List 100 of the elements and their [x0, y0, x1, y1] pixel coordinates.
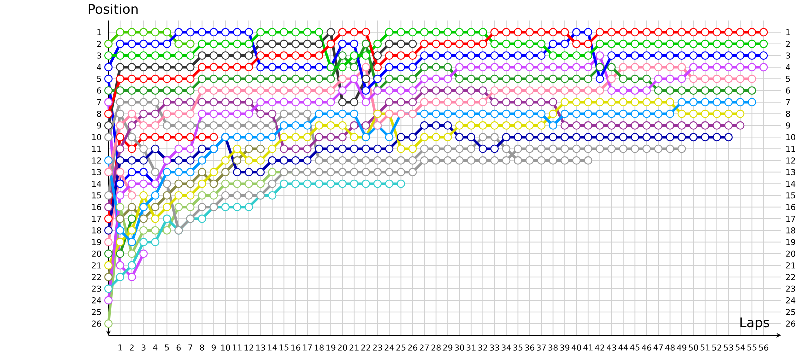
- point: [140, 40, 148, 48]
- point: [584, 156, 593, 165]
- point: [174, 122, 184, 130]
- point: [502, 133, 511, 142]
- point: [350, 133, 359, 142]
- point: [736, 52, 745, 60]
- point: [210, 63, 218, 72]
- point: [151, 86, 160, 96]
- point: [760, 28, 768, 37]
- point: [608, 74, 616, 84]
- point: [712, 110, 722, 118]
- point: [244, 40, 254, 48]
- x-tick-label: 7: [188, 344, 192, 351]
- point: [642, 40, 652, 48]
- point: [654, 122, 663, 130]
- point: [630, 86, 640, 96]
- point: [408, 74, 418, 84]
- x-tick-label: 12: [244, 344, 254, 351]
- point: [326, 28, 336, 37]
- point: [292, 122, 300, 130]
- point: [116, 261, 125, 270]
- point: [490, 156, 499, 165]
- point: [210, 40, 218, 48]
- point: [350, 52, 359, 60]
- point: [385, 180, 394, 188]
- point: [608, 63, 616, 72]
- point: [654, 40, 663, 48]
- y-tick-label: 18: [92, 228, 102, 234]
- y2-tick-label: 25: [786, 309, 796, 316]
- point: [596, 110, 604, 118]
- point: [374, 180, 382, 188]
- point: [174, 63, 184, 72]
- point: [174, 98, 184, 107]
- point: [502, 74, 511, 84]
- point: [549, 74, 558, 84]
- point: [420, 122, 429, 130]
- point: [128, 226, 136, 235]
- point: [478, 156, 488, 165]
- point: [490, 122, 499, 130]
- point: [560, 63, 570, 72]
- point: [490, 86, 499, 96]
- point: [151, 122, 160, 130]
- point: [467, 74, 476, 84]
- point: [326, 110, 336, 118]
- point: [678, 86, 686, 96]
- point: [198, 203, 206, 212]
- point: [198, 122, 206, 130]
- y-tick-label: 26: [92, 320, 102, 328]
- y2-tick-label: 6: [786, 88, 790, 94]
- x-tick-label: 5: [165, 344, 170, 351]
- x-tick-label: 31: [466, 344, 476, 351]
- point: [151, 40, 160, 48]
- point: [198, 74, 206, 84]
- point: [408, 63, 418, 72]
- point: [222, 203, 230, 212]
- point: [619, 86, 628, 96]
- point: [374, 168, 382, 177]
- point: [292, 52, 300, 60]
- point: [233, 168, 242, 177]
- point: [478, 133, 488, 142]
- point: [560, 28, 570, 37]
- point: [467, 98, 476, 107]
- point: [560, 156, 570, 165]
- point: [467, 122, 476, 130]
- point: [444, 144, 452, 154]
- point: [560, 98, 570, 107]
- point: [362, 74, 370, 84]
- point: [268, 86, 277, 96]
- y2-tick-label: 17: [786, 216, 796, 222]
- x-tick-label: 42: [595, 344, 604, 351]
- point: [244, 144, 254, 154]
- point: [432, 28, 440, 37]
- point: [432, 122, 440, 130]
- point: [326, 40, 336, 48]
- point: [560, 52, 570, 60]
- point: [222, 110, 230, 118]
- point: [478, 110, 488, 118]
- x-tick-label: 46: [642, 344, 652, 351]
- point: [151, 192, 160, 200]
- point: [490, 98, 499, 107]
- point: [268, 122, 277, 130]
- point: [490, 133, 499, 142]
- point: [116, 214, 125, 224]
- point: [350, 156, 359, 165]
- point: [502, 122, 511, 130]
- point: [455, 144, 464, 154]
- point: [748, 52, 756, 60]
- point: [303, 180, 312, 188]
- point: [396, 144, 406, 154]
- point: [280, 180, 288, 188]
- y2-tick-label: 8: [786, 111, 790, 118]
- point: [186, 156, 195, 165]
- point: [151, 144, 160, 154]
- point: [572, 110, 581, 118]
- y2-tick-label: 5: [786, 76, 790, 82]
- x-tick-label: 37: [537, 344, 546, 351]
- point: [678, 133, 686, 142]
- point: [526, 86, 534, 96]
- point: [244, 63, 254, 72]
- point: [455, 122, 464, 130]
